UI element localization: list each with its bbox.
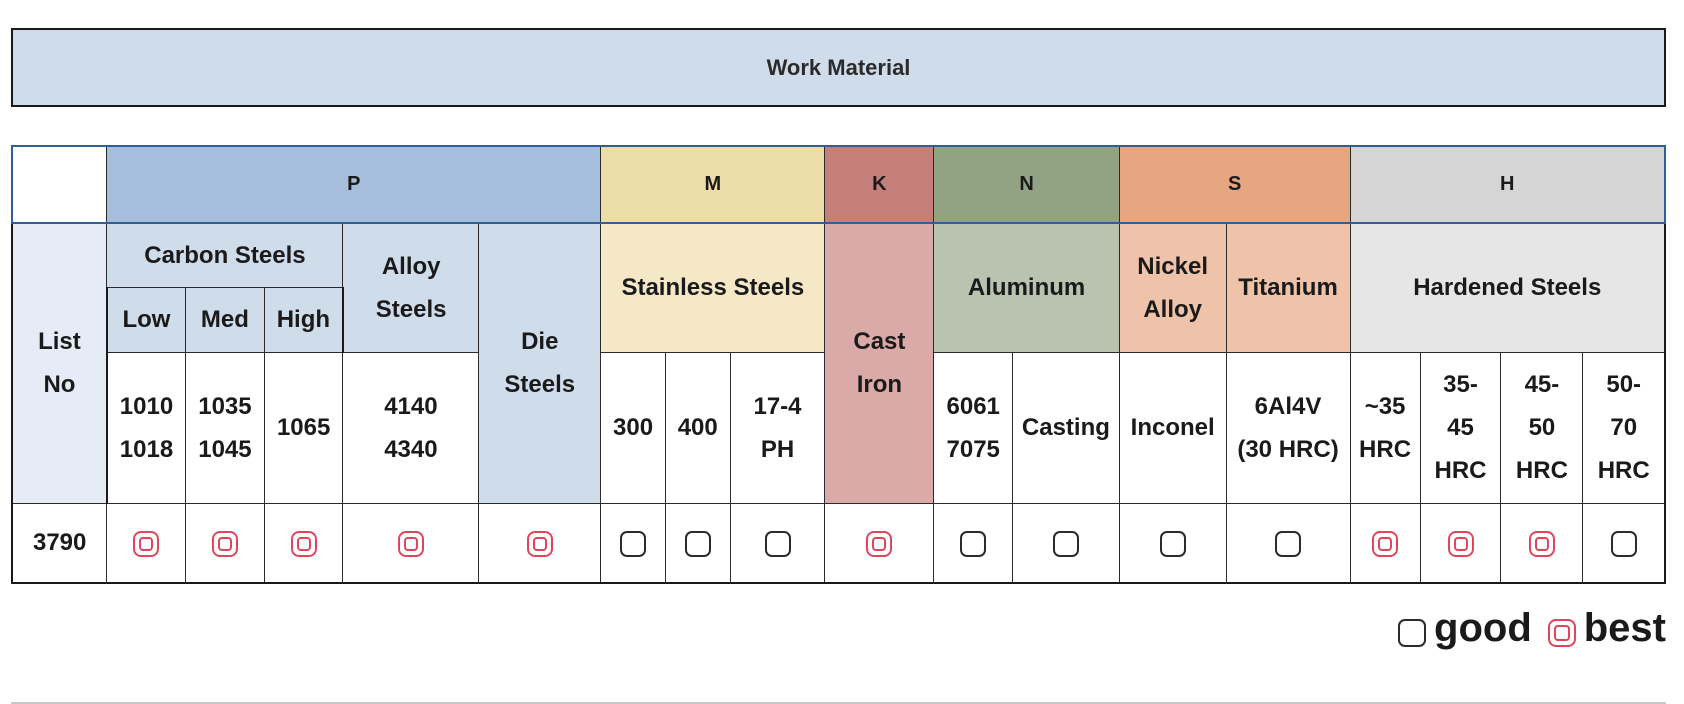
carbon-low-header: Low (105, 286, 187, 353)
best-icon (211, 530, 238, 557)
best-icon (1528, 530, 1555, 557)
rating-cell-die-steels (478, 502, 602, 584)
grade-ss-300: 300 (600, 351, 666, 504)
stainless-steels-header: Stainless Steels (600, 222, 826, 353)
grade-inconel: Inconel (1118, 351, 1227, 504)
grade-med: 1035 1045 (185, 351, 265, 504)
rating-legend: good best (1398, 604, 1666, 652)
grade-high: 1065 (263, 351, 344, 504)
carbon-steels-header: Carbon Steels (106, 222, 344, 288)
best-icon (526, 530, 553, 557)
best-icon (866, 530, 893, 557)
grade-alloy: 4140 4340 (342, 351, 480, 504)
good-icon (1610, 530, 1637, 557)
work-material-banner: Work Material (11, 28, 1666, 107)
rating-cell-ss-17-4 (729, 502, 826, 584)
nickel-alloy-header: Nickel Alloy (1118, 222, 1227, 353)
rating-cell-ss-300 (600, 502, 666, 584)
good-icon (1398, 619, 1427, 647)
rating-cell-h-50-70 (1582, 502, 1667, 584)
grade-ss-400: 400 (664, 351, 731, 504)
best-icon (397, 530, 424, 557)
material-compatibility-table: P M K N S H List No Carbon Steels Alloy … (11, 145, 1667, 584)
good-icon (1052, 530, 1079, 557)
rating-cell-al-casting (1012, 502, 1120, 584)
grade-ss-17-4: 17-4 PH (729, 351, 826, 504)
good-icon (960, 530, 987, 557)
rating-cell-al-6061 (933, 502, 1014, 584)
aluminum-header: Aluminum (933, 222, 1120, 353)
rating-cell-inconel (1118, 502, 1227, 584)
grade-al-6061: 6061 7075 (933, 351, 1014, 504)
grade-h-45-50: 45- 50 HRC (1500, 351, 1584, 504)
carbon-med-header: Med (185, 286, 265, 353)
cast-iron-header: Cast Iron (824, 222, 935, 504)
iso-group-h: H (1349, 145, 1666, 224)
iso-group-n: N (933, 145, 1120, 224)
grade-h-35: ~35 HRC (1349, 351, 1421, 504)
rating-cell-ss-400 (664, 502, 731, 584)
work-material-title: Work Material (766, 54, 911, 80)
list-no-header: List No (11, 222, 108, 504)
alloy-steels-header: Alloy Steels (342, 222, 480, 353)
rating-cell-h-35 (1349, 502, 1421, 584)
best-icon (133, 530, 160, 557)
titanium-header: Titanium (1225, 222, 1351, 353)
grade-h-50-70: 50- 70 HRC (1582, 351, 1667, 504)
list-no-value: 3790 (11, 502, 108, 584)
legend-best-label: best (1583, 605, 1666, 650)
good-icon (620, 530, 647, 557)
good-icon (684, 530, 711, 557)
good-icon (1159, 530, 1186, 557)
rating-cell-h-45-50 (1500, 502, 1584, 584)
rating-cell-high (263, 502, 344, 584)
grade-al-casting: Casting (1012, 351, 1120, 504)
grade-ti: 6Al4V (30 HRC) (1225, 351, 1351, 504)
best-icon (1547, 619, 1576, 647)
iso-group-s: S (1118, 145, 1351, 224)
carbon-high-header: High (263, 286, 344, 353)
hardened-steels-header: Hardened Steels (1349, 222, 1666, 353)
iso-group-k: K (824, 145, 935, 224)
rating-cell-med (185, 502, 265, 584)
rating-cell-titanium (1225, 502, 1351, 584)
rating-cell-alloy-steels (342, 502, 480, 584)
rating-cell-h-35-45 (1419, 502, 1502, 584)
grade-low: 1010 1018 (105, 351, 187, 504)
rating-cell-cast-iron (824, 502, 935, 584)
iso-group-m: M (600, 145, 826, 224)
good-icon (1275, 530, 1302, 557)
best-icon (1372, 530, 1399, 557)
divider (11, 702, 1666, 704)
legend-good-label: good (1434, 605, 1532, 650)
best-icon (290, 530, 317, 557)
corner-cell (11, 145, 108, 224)
die-steels-header: Die Steels (478, 222, 602, 504)
best-icon (1447, 530, 1474, 557)
rating-cell-low (106, 502, 187, 584)
grade-h-35-45: 35- 45 HRC (1419, 351, 1502, 504)
iso-group-p: P (106, 145, 602, 224)
table-row: 3790 (11, 502, 1667, 584)
good-icon (764, 530, 791, 557)
